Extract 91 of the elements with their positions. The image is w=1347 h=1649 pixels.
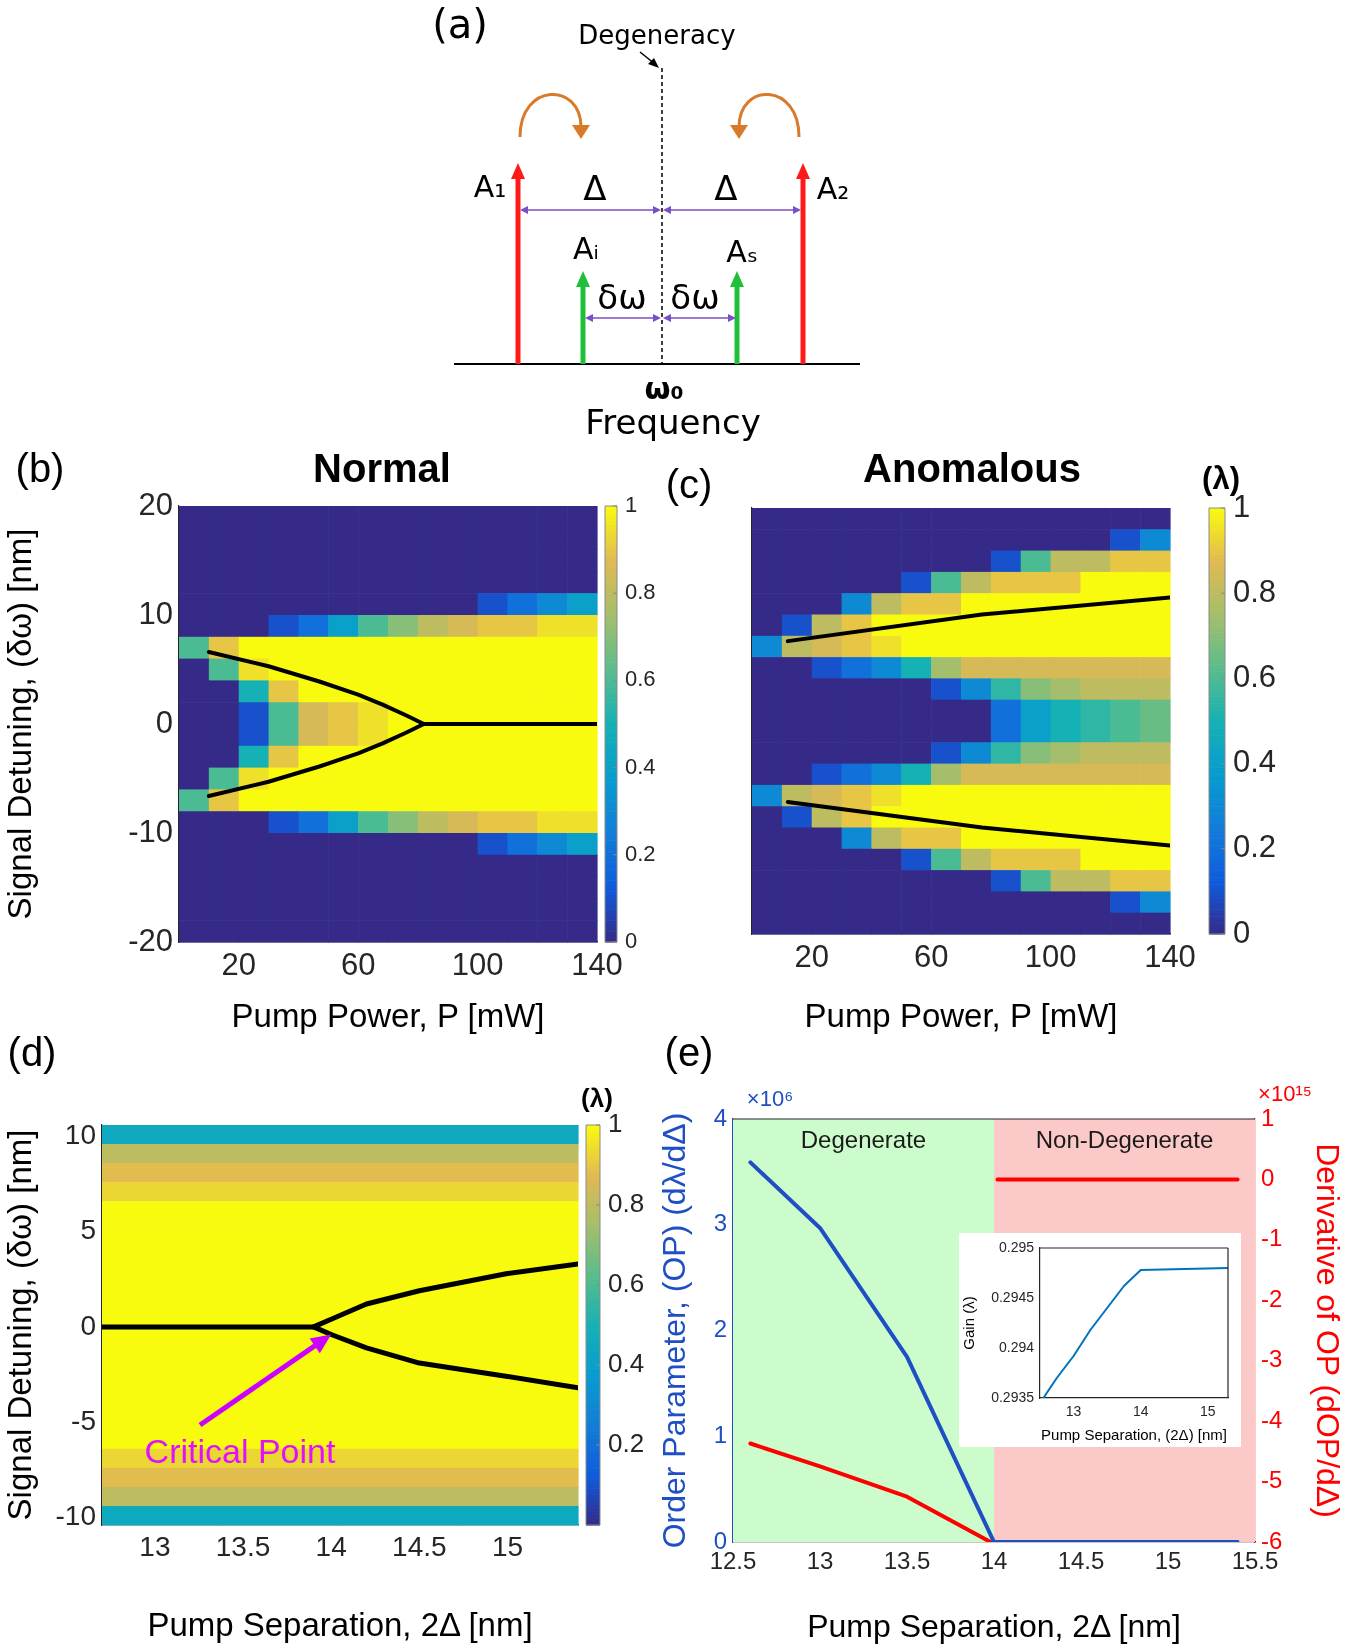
x-tick-label: 100 [1024,939,1077,975]
text: Aₛ [726,234,758,270]
text: δω [670,277,720,318]
y2-tick-label: -4 [1261,1405,1283,1433]
text: (b) [15,446,65,490]
x-tick-label: 14.5 [392,1530,447,1562]
y-axis-title: Order Parameter, (OP) (dλ/dΔ) [656,1112,693,1549]
text: (a) [432,1,488,47]
text: δω [597,277,647,318]
chart-title: Normal [313,446,451,490]
y-tick-label: -5 [71,1404,96,1436]
y-tick-label: 5 [80,1214,96,1246]
text: Aᵢ [573,231,599,267]
y-tick-label: 1 [713,1420,727,1448]
x-tick-label: 13 [139,1530,171,1562]
color-bar-label: 1 [625,492,638,518]
color-bar-label: 0.2 [608,1428,645,1459]
y-tick-label: -10 [128,813,173,849]
text: Δ [583,168,607,209]
color-bar-label: 0 [625,928,638,954]
y-axis-title: Gain (λ) [960,1296,978,1350]
text: (c) [665,462,713,506]
color-bar-label: 0.8 [625,579,656,605]
x-tick-label: 100 [451,947,504,983]
x-tick-label: 13.5 [883,1547,931,1575]
y-tick-label: 4 [713,1103,727,1131]
band-label: Degenerate [800,1125,927,1153]
x-axis-title: Pump Separation, 2Δ [nm] [147,1606,533,1644]
x-tick-label: 60 [340,947,376,983]
y-tick-label: 0 [155,704,173,740]
y-tick-label: -10 [55,1500,96,1532]
text: A₁ [473,169,507,205]
x-tick-label: 14 [315,1530,347,1562]
x-tick-label: 15 [491,1530,524,1562]
color-bar-label: 0.6 [625,666,656,692]
x-axis-title: Pump Power, P [mW] [804,997,1118,1035]
text: (e) [664,1030,714,1074]
x-tick-label: 14 [980,1547,1008,1575]
y2-axis-title: Derivative of OP (dOP/dΔ) [1309,1143,1346,1518]
y2-tick-label: -3 [1261,1345,1283,1373]
color-bar-label: 0.8 [608,1188,645,1219]
color-bar-label: 0.2 [1233,829,1277,865]
y-axis-title: Signal Detuning, (δω) [nm] [0,528,38,920]
color-bar-label: 0.6 [1233,658,1277,694]
y2-tick-label: 0 [1261,1164,1275,1192]
x-tick-label: 140 [571,947,623,983]
color-bar-label: 0.4 [1233,744,1277,780]
y-tick-label: 2 [713,1315,727,1343]
x-tick-label: 140 [1144,939,1196,975]
y-tick-label: 0.2935 [991,1388,1035,1405]
y-tick-label: -20 [128,922,173,958]
text: (d) [7,1030,57,1074]
y-tick-label: 20 [138,486,173,522]
y-tick-label: 0.2945 [991,1288,1035,1305]
y-tick-label: 0 [80,1309,96,1341]
x-tick-label: 20 [221,947,256,983]
y-tick-label: 3 [713,1209,727,1237]
x-tick-label: 14 [1132,1403,1149,1420]
text: Degeneracy [578,20,736,51]
x-tick-label: 13 [806,1547,834,1575]
y-tick-label: 10 [138,595,173,631]
color-bar-label: 0.8 [1233,573,1277,609]
y-tick-label: 10 [64,1119,96,1151]
annotation: Critical Point [144,1432,336,1471]
color-bar-label: 0.4 [608,1348,645,1379]
x-axis-title: Pump Separation, (2Δ) [nm] [1041,1426,1227,1444]
color-bar-label: 0 [1233,914,1251,950]
color-bar-label: 0.4 [625,753,656,779]
y2-tick-label: -5 [1261,1466,1283,1494]
x-tick-label: 13 [1065,1403,1082,1420]
y-tick-label: 0.294 [998,1338,1035,1355]
x-tick-label: 20 [794,939,829,975]
text: ×10⁶ [746,1086,794,1112]
y2-tick-label: -1 [1261,1224,1283,1252]
x-tick-label: 13.5 [215,1530,271,1562]
color-bar-title: (λ) [581,1083,613,1114]
band-label: Non-Degenerate [1035,1125,1214,1153]
x-tick-label: 15 [1200,1403,1216,1420]
x-tick-label: 60 [913,939,949,975]
y2-tick-label: -2 [1261,1284,1283,1312]
y-tick-label: 0.295 [998,1238,1035,1255]
x-tick-label: 15 [1154,1547,1182,1575]
text: Δ [714,168,738,209]
chart-title: Anomalous [863,446,1081,490]
color-bar-label: 0.6 [608,1268,645,1299]
x-axis-title: Pump Power, P [mW] [231,997,545,1035]
text: A₂ [816,171,850,207]
y-axis-title: Signal Detuning, (δω) [nm] [0,1129,38,1521]
x-tick-label: 14.5 [1057,1547,1105,1575]
x-axis-title: Pump Separation, 2Δ [nm] [807,1607,1181,1644]
color-bar-label: 0.2 [625,840,656,866]
